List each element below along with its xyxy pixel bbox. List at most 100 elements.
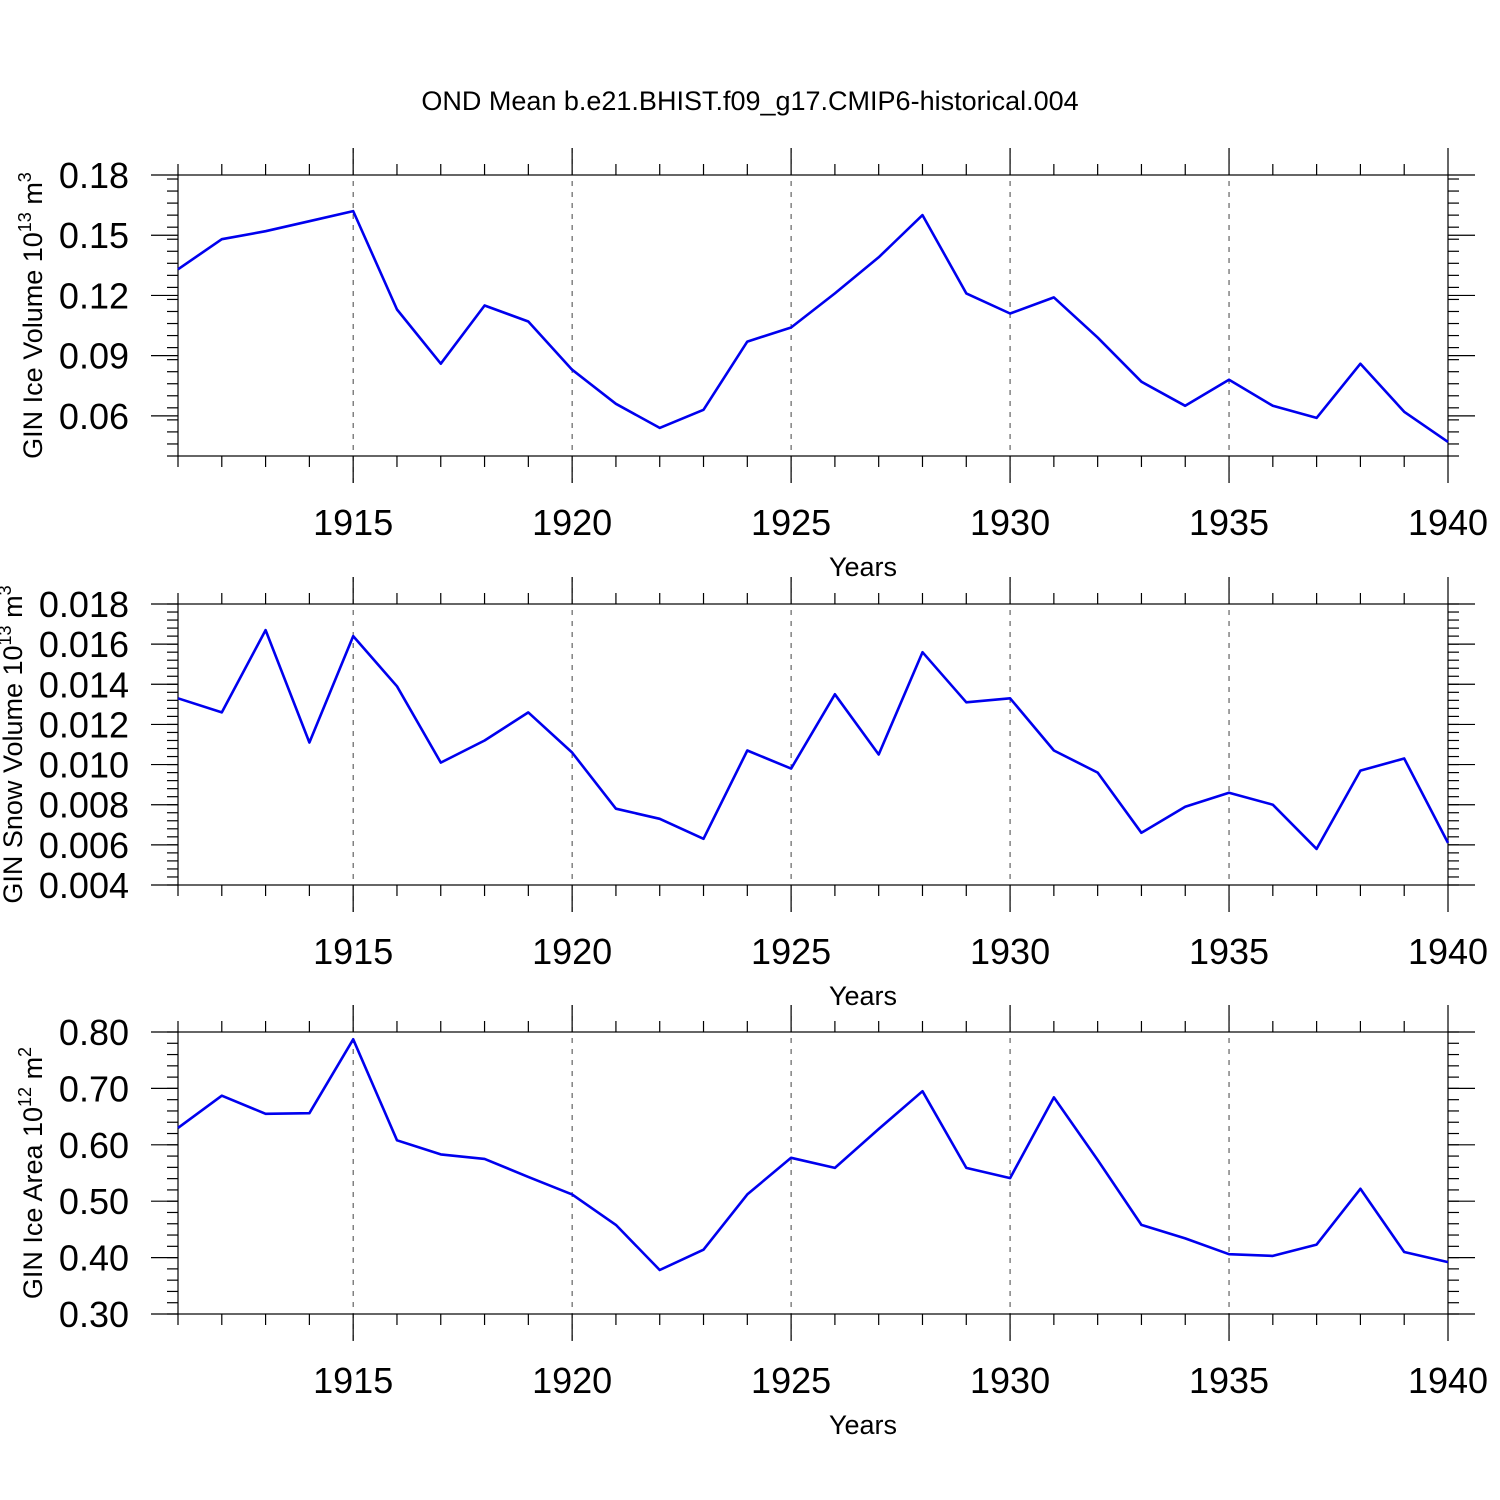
series-line-ice-volume — [177, 209, 1449, 443]
x-tick-label: 1925 — [751, 502, 831, 543]
data-point — [263, 627, 269, 633]
data-point — [394, 683, 400, 689]
data-point — [219, 236, 225, 242]
data-point — [569, 1191, 575, 1197]
data-point — [1007, 1175, 1013, 1181]
plot-frame — [177, 174, 1449, 457]
data-point — [1095, 335, 1101, 341]
data-point — [350, 208, 356, 214]
data-point — [569, 367, 575, 373]
data-point — [175, 695, 181, 701]
x-tick-label: 1930 — [970, 502, 1050, 543]
x-tick-label: 1930 — [970, 1360, 1050, 1401]
data-point — [219, 1093, 225, 1099]
data-point — [1445, 439, 1451, 445]
data-point — [788, 325, 794, 331]
y-tick-label: 0.50 — [59, 1181, 129, 1222]
y-axis-label-exponent: 13 — [0, 625, 15, 645]
y-axis-label-unit-exponent: 3 — [15, 172, 35, 182]
y-axis-label: GIN Ice Volume 1013 m3 — [15, 172, 48, 459]
data-point — [175, 1125, 181, 1131]
y-tick-label: 0.016 — [39, 624, 129, 665]
data-point — [263, 1111, 269, 1117]
data-point — [1357, 1186, 1363, 1192]
data-point — [1314, 415, 1320, 421]
y-tick-label: 0.30 — [59, 1294, 129, 1335]
plot-frame — [177, 1031, 1449, 1315]
x-axis-label: Years — [829, 981, 897, 1011]
y-axis-label-text: GIN Ice Area 10 — [18, 1107, 48, 1299]
data-point — [657, 816, 663, 822]
x-tick-label: 1940 — [1408, 931, 1488, 972]
data-point — [394, 1137, 400, 1143]
x-tick-label: 1915 — [313, 1360, 393, 1401]
data-point — [1182, 804, 1188, 810]
data-point — [613, 1222, 619, 1228]
panels: 1915 1920 1925 1930 1935 1940 0.06 0.09 0.12 0.15… — [0, 148, 1488, 1440]
y-axis-label-text: GIN Snow Volume 10 — [0, 645, 28, 903]
y-tick-label: 0.12 — [59, 275, 129, 316]
panel-ice-volume: 1915 1920 1925 1930 1935 1940 0.06 0.09 0.12 0.15… — [15, 148, 1488, 582]
data-point — [1051, 748, 1057, 754]
y-tick-label: 0.008 — [39, 785, 129, 826]
data-point — [1314, 1242, 1320, 1248]
x-axis-label: Years — [829, 1410, 897, 1440]
data-point — [569, 750, 575, 756]
y-axis-label: GIN Snow Volume 1013 m3 — [0, 585, 28, 903]
data-point — [1401, 1249, 1407, 1255]
data-point — [832, 1165, 838, 1171]
data-point — [1007, 695, 1013, 701]
data-point — [744, 748, 750, 754]
data-point — [1051, 294, 1057, 300]
data-point — [1182, 403, 1188, 409]
data-point — [1182, 1235, 1188, 1241]
data-point — [1226, 790, 1232, 796]
x-tick-label: 1920 — [532, 1360, 612, 1401]
data-point — [1270, 802, 1276, 808]
data-point — [1401, 409, 1407, 415]
y-axis-label-unit-exponent: 2 — [15, 1047, 35, 1057]
panel-ice-area: 1915 1920 1925 1930 1935 1940 0.30 0.40 0.50 0.60… — [15, 1005, 1488, 1440]
x-tick-label: 1935 — [1189, 1360, 1269, 1401]
y-axis-label-unit-exponent: 3 — [0, 585, 15, 595]
data-point — [744, 1191, 750, 1197]
data-point — [525, 1174, 531, 1180]
series-line-ice-area — [177, 1038, 1449, 1272]
x-axis-label: Years — [829, 552, 897, 582]
y-tick-label: 0.018 — [39, 584, 129, 625]
data-point — [438, 361, 444, 367]
y-axis-label-unit: m — [18, 1057, 48, 1087]
data-point — [788, 1155, 794, 1161]
data-point — [744, 339, 750, 345]
y-axis-label-unit: m — [0, 595, 28, 625]
y-tick-label: 0.40 — [59, 1238, 129, 1279]
data-point — [1445, 840, 1451, 846]
y-tick-label: 0.06 — [59, 396, 129, 437]
data-point — [876, 254, 882, 260]
data-point — [1095, 770, 1101, 776]
data-point — [394, 306, 400, 312]
data-point — [175, 266, 181, 272]
x-tick-label: 1935 — [1189, 502, 1269, 543]
x-tick-label: 1930 — [970, 931, 1050, 972]
data-point — [613, 806, 619, 812]
y-tick-label: 0.006 — [39, 825, 129, 866]
data-point — [876, 1126, 882, 1132]
data-point — [350, 1036, 356, 1042]
data-point — [1095, 1157, 1101, 1163]
y-axis-label-unit: m — [18, 182, 48, 212]
data-point — [1314, 846, 1320, 852]
y-tick-label: 0.014 — [39, 664, 129, 705]
data-point — [1226, 377, 1232, 383]
y-tick-label: 0.60 — [59, 1125, 129, 1166]
x-tick-label: 1940 — [1408, 1360, 1488, 1401]
data-point — [963, 290, 969, 296]
data-point — [876, 752, 882, 758]
y-tick-label: 0.012 — [39, 704, 129, 745]
data-point — [438, 760, 444, 766]
data-point — [919, 649, 925, 655]
x-tick-label: 1920 — [532, 931, 612, 972]
y-axis-label-text: GIN Ice Volume 10 — [18, 232, 48, 459]
data-point — [1051, 1094, 1057, 1100]
